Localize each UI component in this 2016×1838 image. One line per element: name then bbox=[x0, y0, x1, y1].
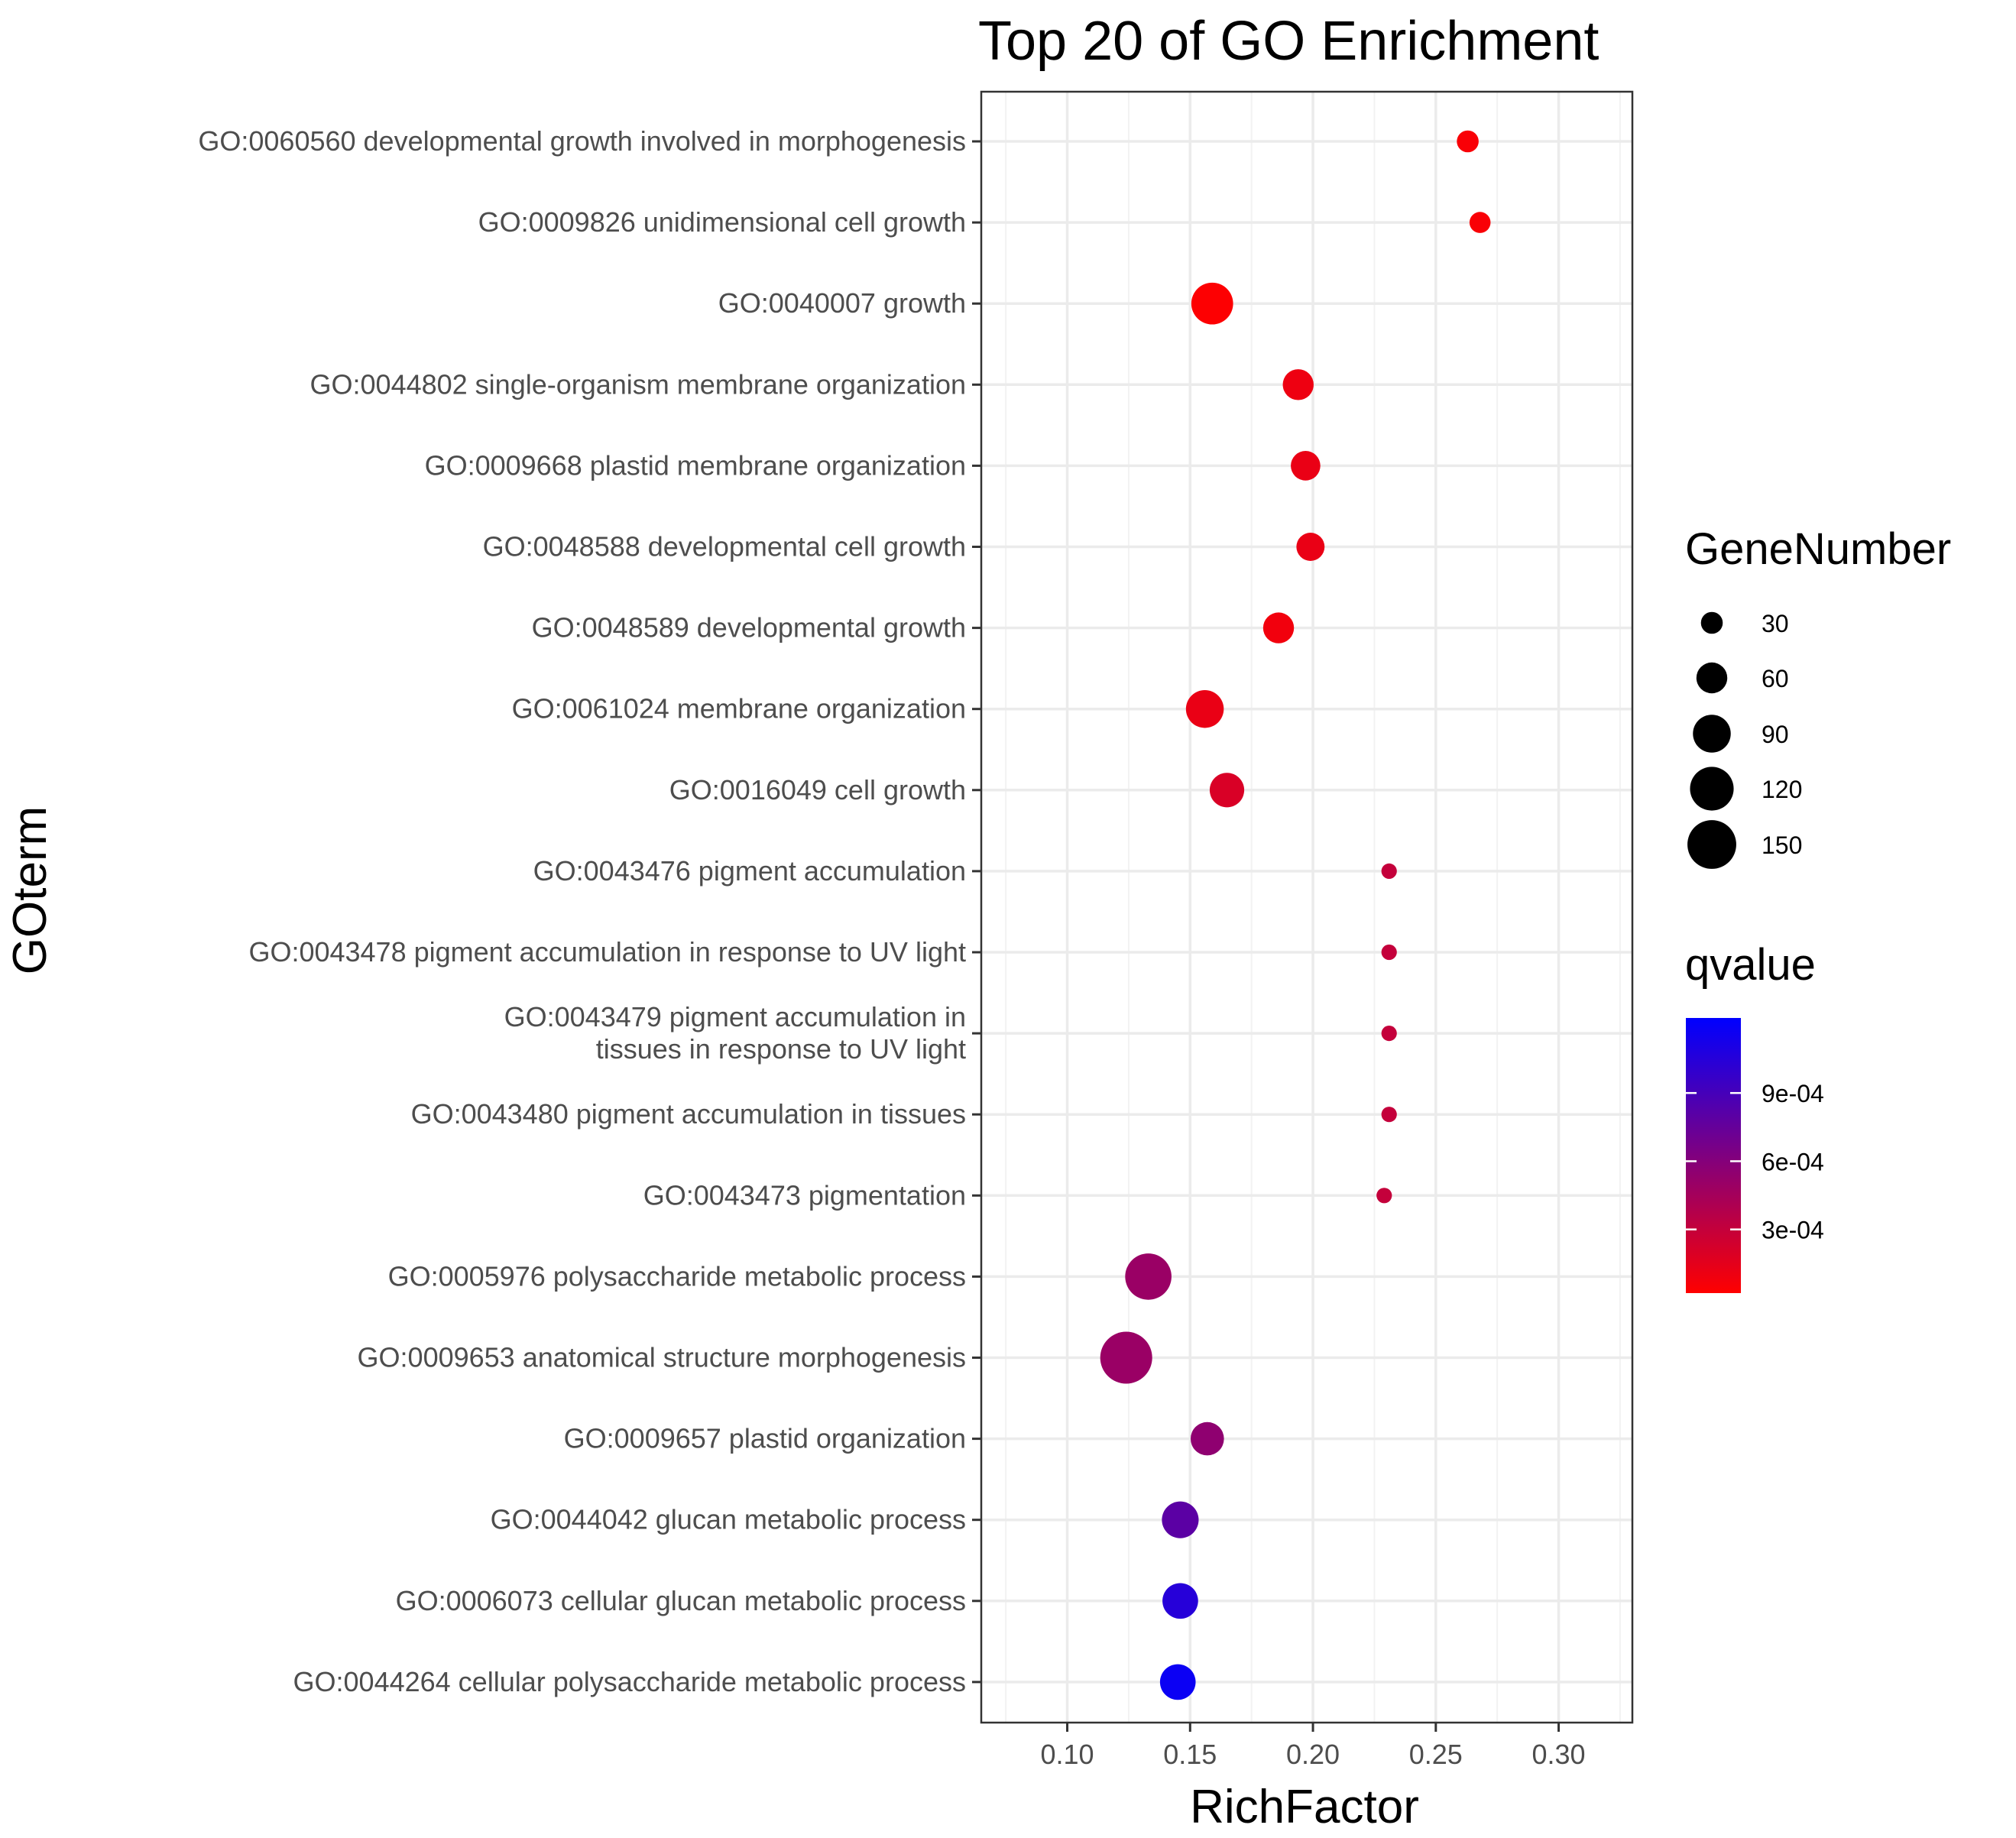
y-tick-label-line: GO:0009668 plastid membrane organization bbox=[425, 449, 966, 481]
data-point bbox=[1381, 863, 1397, 879]
size-legend-key bbox=[1696, 662, 1728, 694]
size-legend-title: GeneNumber bbox=[1685, 524, 1951, 574]
x-axis-title: RichFactor bbox=[1190, 1781, 1419, 1833]
y-tick-label-line: GO:0048589 developmental growth bbox=[532, 612, 966, 643]
size-legend-key bbox=[1690, 767, 1734, 811]
y-tick-label-line: GO:0061024 membrane organization bbox=[512, 693, 966, 725]
colorbar-label: 6e-04 bbox=[1762, 1148, 1824, 1175]
y-tick-label: GO:0009657 plastid organization bbox=[564, 1423, 966, 1454]
data-point bbox=[1381, 1107, 1397, 1123]
plot-area: GO:0060560 developmental growth involved… bbox=[198, 90, 1634, 1770]
data-point bbox=[1262, 612, 1295, 643]
plot-border bbox=[980, 90, 1634, 1724]
plot-panel bbox=[981, 92, 1632, 1723]
qvalue-colorbar bbox=[1686, 1018, 1741, 1293]
y-tick-label: GO:0044802 single-organism membrane orga… bbox=[310, 368, 966, 400]
data-point bbox=[1162, 1501, 1199, 1538]
y-tick-label-line: GO:0009826 unidimensional cell growth bbox=[478, 206, 966, 238]
x-tick-label: 0.10 bbox=[1040, 1739, 1094, 1770]
x-tick-label: 0.25 bbox=[1409, 1739, 1463, 1770]
legend-area: 30 60 90 120 150 9e-04 6e-04 3e-04 bbox=[1686, 610, 1824, 1293]
y-tick-label: GO:0044264 cellular polysaccharide metab… bbox=[293, 1666, 966, 1697]
colorbar-label: 9e-04 bbox=[1762, 1080, 1824, 1107]
size-legend-key bbox=[1700, 611, 1723, 634]
y-tick-label: GO:0048589 developmental growth bbox=[532, 612, 966, 643]
y-tick-label: GO:0006073 cellular glucan metabolic pro… bbox=[396, 1585, 966, 1616]
y-tick-label-line: GO:0043473 pigmentation bbox=[643, 1179, 966, 1211]
y-tick-label: GO:0040007 growth bbox=[718, 287, 966, 319]
y-tick-label-line: GO:0016049 cell growth bbox=[669, 774, 966, 806]
size-legend-label: 150 bbox=[1762, 831, 1802, 859]
y-tick-label-line: GO:0040007 growth bbox=[718, 287, 966, 319]
color-legend-title: qvalue bbox=[1685, 940, 1816, 990]
y-tick-label-line: GO:0044042 glucan metabolic process bbox=[491, 1504, 966, 1535]
size-legend-label: 90 bbox=[1762, 721, 1789, 748]
data-point bbox=[1209, 773, 1245, 808]
y-tick-label-line: GO:0006073 cellular glucan metabolic pro… bbox=[396, 1585, 966, 1616]
y-tick-label-line: GO:0043478 pigment accumulation in respo… bbox=[248, 936, 966, 968]
y-tick-label-line: GO:0043479 pigment accumulation in bbox=[504, 1001, 966, 1032]
y-axis-title: GOterm bbox=[4, 806, 57, 974]
data-point bbox=[1282, 369, 1314, 400]
data-point bbox=[1296, 533, 1325, 561]
y-tick-label: GO:0043478 pigment accumulation in respo… bbox=[248, 936, 966, 968]
data-point bbox=[1469, 212, 1491, 233]
y-tick-label: GO:0048588 developmental cell growth bbox=[483, 531, 966, 562]
y-tick-label-line: GO:0005976 polysaccharide metabolic proc… bbox=[388, 1260, 966, 1292]
y-tick-label: GO:0061024 membrane organization bbox=[512, 693, 966, 725]
y-tick-label: GO:0009653 anatomical structure morphoge… bbox=[358, 1342, 966, 1373]
y-tick-label-line: GO:0060560 developmental growth involved… bbox=[198, 125, 966, 157]
data-point bbox=[1100, 1331, 1152, 1384]
data-point bbox=[1185, 689, 1224, 728]
y-tick-label-line: GO:0009657 plastid organization bbox=[564, 1423, 966, 1454]
y-tick-label: GO:0060560 developmental growth involved… bbox=[198, 125, 966, 157]
data-point bbox=[1191, 282, 1233, 325]
size-legend-label: 60 bbox=[1762, 665, 1789, 692]
size-legend-label: 120 bbox=[1762, 776, 1802, 803]
x-tick-label: 0.15 bbox=[1163, 1739, 1217, 1770]
y-tick-label: GO:0043473 pigmentation bbox=[643, 1179, 966, 1211]
data-point bbox=[1291, 451, 1321, 481]
size-legend-key bbox=[1693, 715, 1731, 753]
y-tick-label: GO:0043480 pigment accumulation in tissu… bbox=[411, 1098, 966, 1130]
data-point bbox=[1381, 944, 1397, 961]
chart-title: Top 20 of GO Enrichment bbox=[978, 11, 1599, 72]
y-tick-label: GO:0043479 pigment accumulation in tissue… bbox=[504, 1001, 966, 1065]
size-legend-label: 30 bbox=[1762, 610, 1789, 637]
data-point bbox=[1162, 1583, 1198, 1619]
y-tick-label-line: GO:0043480 pigment accumulation in tissu… bbox=[411, 1098, 966, 1130]
y-tick-label-line: tissues in response to UV light bbox=[596, 1033, 966, 1065]
data-point bbox=[1125, 1253, 1172, 1300]
y-tick-label: GO:0009668 plastid membrane organization bbox=[425, 449, 966, 481]
colorbar-label: 3e-04 bbox=[1762, 1217, 1824, 1244]
y-tick-label-line: GO:0048588 developmental cell growth bbox=[483, 531, 966, 562]
data-point bbox=[1159, 1664, 1196, 1700]
y-tick-label-line: GO:0043476 pigment accumulation bbox=[533, 855, 966, 887]
y-tick-label: GO:0044042 glucan metabolic process bbox=[491, 1504, 966, 1535]
y-tick-label: GO:0016049 cell growth bbox=[669, 774, 966, 806]
y-tick-label-line: GO:0009653 anatomical structure morphoge… bbox=[358, 1342, 966, 1373]
data-point bbox=[1190, 1421, 1224, 1456]
y-tick-label: GO:0005976 polysaccharide metabolic proc… bbox=[388, 1260, 966, 1292]
data-point bbox=[1381, 1026, 1397, 1042]
x-tick-label: 0.30 bbox=[1532, 1739, 1586, 1770]
data-point bbox=[1457, 130, 1479, 153]
size-legend-key bbox=[1687, 820, 1736, 869]
y-tick-label-line: GO:0044264 cellular polysaccharide metab… bbox=[293, 1666, 966, 1697]
y-tick-label: GO:0043476 pigment accumulation bbox=[533, 855, 966, 887]
x-tick-label: 0.20 bbox=[1286, 1739, 1340, 1770]
data-point bbox=[1376, 1188, 1392, 1204]
y-tick-label: GO:0009826 unidimensional cell growth bbox=[478, 206, 966, 238]
y-tick-label-line: GO:0044802 single-organism membrane orga… bbox=[310, 368, 966, 400]
